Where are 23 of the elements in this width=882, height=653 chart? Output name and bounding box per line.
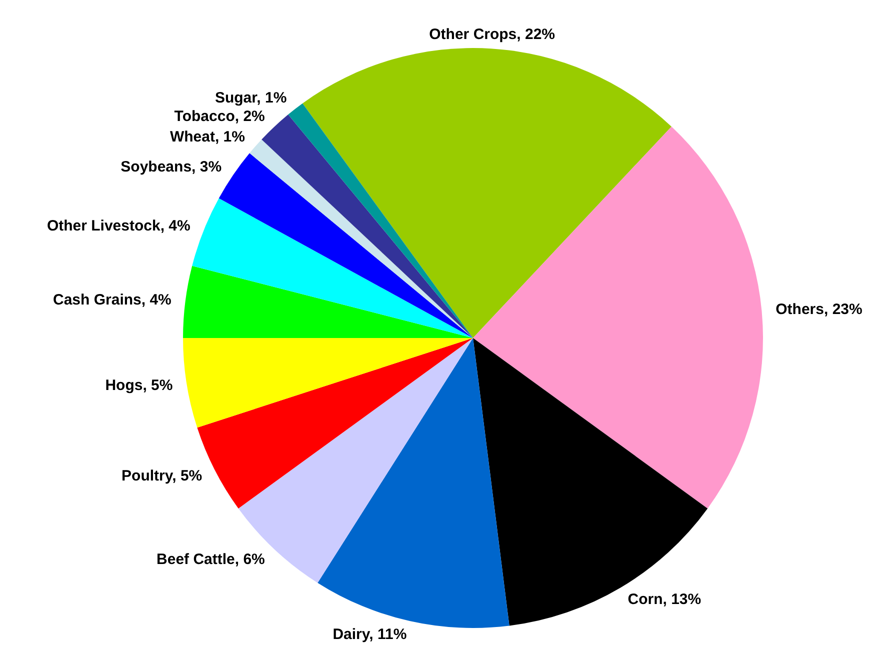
slice-label: Cash Grains, 4% xyxy=(53,291,172,308)
pie-slice xyxy=(473,126,763,508)
pie-slice xyxy=(318,338,510,628)
slice-label: Dairy, 11% xyxy=(332,626,407,644)
slice-label: Others, 23% xyxy=(776,300,862,318)
pie-slice xyxy=(183,338,473,428)
pie-slice xyxy=(473,338,708,626)
slice-label: Wheat, 1% xyxy=(170,128,245,146)
slice-label: Poultry, 5% xyxy=(122,468,202,485)
slice-label: Sugar, 1% xyxy=(214,89,287,106)
pie-slice xyxy=(302,48,672,338)
pie-slice xyxy=(250,139,473,338)
pie-slice xyxy=(288,103,473,338)
pie-slice xyxy=(192,198,473,338)
slice-label: Soybeans, 3% xyxy=(120,158,222,176)
slice-label: Beef Cattle, 6% xyxy=(156,551,265,568)
slice-label: Hogs, 5% xyxy=(105,377,173,394)
slice-label: Other Livestock, 4% xyxy=(46,218,190,235)
slice-label: Corn, 13% xyxy=(628,591,702,608)
pie-slice xyxy=(238,338,473,583)
slice-label: Other Crops, 22% xyxy=(429,26,556,44)
pie-slice xyxy=(183,266,473,338)
slice-label: Tobacco, 2% xyxy=(174,108,265,125)
